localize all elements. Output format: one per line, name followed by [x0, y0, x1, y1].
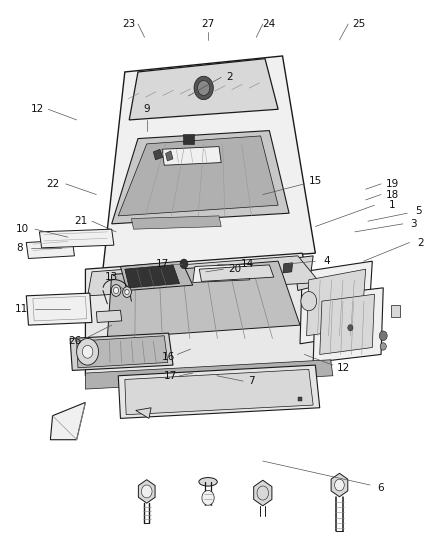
Polygon shape	[120, 261, 193, 290]
Circle shape	[379, 331, 387, 341]
Text: 2: 2	[417, 238, 424, 247]
Polygon shape	[136, 408, 151, 418]
Text: 3: 3	[410, 219, 417, 229]
Text: 16: 16	[162, 352, 175, 362]
Circle shape	[301, 292, 317, 311]
Circle shape	[82, 345, 93, 358]
Circle shape	[194, 76, 213, 100]
Bar	[298, 397, 302, 401]
Text: 12: 12	[31, 104, 44, 114]
Polygon shape	[153, 149, 163, 160]
Polygon shape	[85, 253, 331, 376]
Text: 17: 17	[164, 371, 177, 381]
Polygon shape	[88, 256, 320, 296]
Polygon shape	[125, 369, 313, 415]
Bar	[391, 305, 400, 317]
Text: 23: 23	[123, 19, 136, 29]
Polygon shape	[287, 256, 313, 290]
Polygon shape	[107, 261, 300, 338]
Circle shape	[77, 338, 99, 365]
Polygon shape	[26, 293, 92, 325]
Polygon shape	[254, 480, 272, 506]
Text: 17: 17	[155, 259, 169, 269]
Circle shape	[348, 325, 353, 331]
Polygon shape	[85, 360, 333, 389]
Bar	[183, 134, 194, 144]
Polygon shape	[162, 147, 221, 165]
Polygon shape	[138, 480, 155, 503]
Text: 10: 10	[15, 224, 28, 234]
Text: 9: 9	[143, 104, 150, 114]
Polygon shape	[166, 151, 173, 161]
Circle shape	[335, 479, 344, 491]
Ellipse shape	[199, 478, 217, 486]
Text: 21: 21	[74, 216, 88, 226]
Ellipse shape	[113, 287, 119, 294]
Polygon shape	[320, 294, 374, 354]
Text: 26: 26	[68, 336, 81, 346]
Polygon shape	[26, 240, 74, 259]
Ellipse shape	[111, 285, 121, 296]
Text: 8: 8	[16, 243, 23, 253]
Polygon shape	[77, 336, 168, 368]
Polygon shape	[129, 59, 278, 120]
Polygon shape	[118, 136, 278, 216]
Polygon shape	[112, 131, 289, 224]
Text: 27: 27	[201, 19, 215, 29]
Text: 24: 24	[263, 19, 276, 29]
Text: 14: 14	[241, 259, 254, 269]
Polygon shape	[125, 265, 180, 288]
Text: 22: 22	[46, 179, 59, 189]
Circle shape	[180, 259, 188, 269]
Polygon shape	[331, 473, 348, 497]
Polygon shape	[313, 288, 383, 362]
Text: 4: 4	[323, 256, 330, 266]
Text: 20: 20	[228, 264, 241, 274]
Text: 18: 18	[385, 190, 399, 199]
Text: 2: 2	[226, 72, 233, 82]
Ellipse shape	[123, 287, 131, 297]
Text: 25: 25	[353, 19, 366, 29]
Polygon shape	[283, 263, 293, 273]
Text: 6: 6	[378, 483, 385, 492]
Polygon shape	[300, 261, 372, 344]
Polygon shape	[307, 269, 366, 336]
Text: 12: 12	[337, 363, 350, 373]
Polygon shape	[96, 310, 122, 322]
Circle shape	[380, 343, 386, 350]
Ellipse shape	[125, 289, 129, 295]
Text: 13: 13	[105, 272, 118, 282]
Text: 19: 19	[385, 179, 399, 189]
Polygon shape	[70, 333, 173, 370]
Polygon shape	[103, 56, 315, 269]
Text: 1: 1	[389, 200, 396, 210]
Polygon shape	[131, 216, 221, 229]
Polygon shape	[193, 264, 252, 282]
Text: 15: 15	[309, 176, 322, 186]
Text: 5: 5	[415, 206, 422, 215]
Circle shape	[202, 490, 214, 505]
Polygon shape	[50, 402, 85, 440]
Polygon shape	[39, 229, 114, 248]
Text: 11: 11	[15, 304, 28, 314]
Polygon shape	[199, 265, 274, 281]
Circle shape	[141, 485, 152, 498]
Text: 7: 7	[248, 376, 255, 386]
Polygon shape	[118, 365, 320, 418]
Circle shape	[198, 80, 210, 95]
